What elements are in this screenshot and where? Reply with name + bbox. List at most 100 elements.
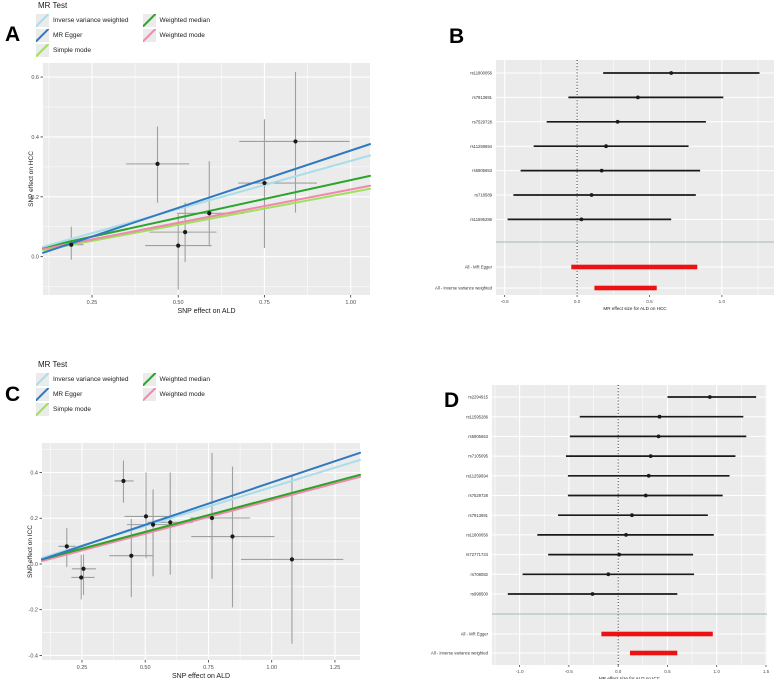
- x-tick-label: 1.0: [719, 299, 726, 304]
- estimate-point: [648, 454, 653, 458]
- scatter-point: [129, 553, 134, 558]
- estimate-point: [606, 572, 611, 577]
- weighted-mode-line-swatch-icon: [142, 388, 156, 401]
- y-tick-label: 0.0: [31, 255, 39, 261]
- estimate-point: [589, 193, 594, 197]
- summary-label: All - Inverse variance weighted: [431, 651, 489, 656]
- legend-title: MR Test: [38, 1, 68, 10]
- snp-label: rs11800056: [466, 533, 488, 538]
- forest-plot-ald-hcc: rs11800056 rs7913691 rs7529728 rs11259694 rs…: [435, 60, 774, 311]
- x-tick-label: 0.25: [77, 665, 88, 671]
- scatter-point: [168, 520, 173, 525]
- simple-mode-line-swatch-icon: [36, 44, 49, 57]
- regression-line-weighted_median: [41, 473, 361, 561]
- y-tick-label: 0.6: [31, 75, 39, 81]
- x-tick-label: 0.0: [615, 669, 622, 674]
- scatter-plot-ald-hcc: 0.25 0.50 0.75 1.00 0.0 0.2 0.4 0.6 SNP effect o…: [28, 63, 371, 315]
- x-tick-label: -1.0: [516, 669, 524, 674]
- weighted-median-line-swatch-icon: [142, 373, 156, 386]
- snp-label: rs7529728: [472, 119, 492, 124]
- summary-bar: [594, 285, 657, 291]
- plot-background: [496, 60, 774, 295]
- summary-bar: [571, 264, 698, 270]
- legend-grid: Inverse variance weighted MR Egger Simpl…: [36, 372, 210, 417]
- x-axis-label: SNP effect on ALD: [177, 308, 235, 315]
- y-tick-label: 0.0: [30, 562, 38, 568]
- estimate-point: [624, 533, 628, 537]
- x-tick-label: 1.25: [330, 665, 341, 671]
- snp-label: rs718589: [475, 193, 493, 198]
- scatter-point: [230, 534, 235, 539]
- scatter-point: [79, 575, 84, 580]
- panel-letter-c: C: [5, 383, 21, 406]
- summary-label: All - Inverse variance weighted: [435, 286, 493, 291]
- plot-background: [42, 443, 360, 660]
- estimate-point: [615, 119, 620, 124]
- legend-item-weighted-median: Weighted median: [142, 372, 210, 387]
- estimate-point: [646, 473, 651, 478]
- scatter-point: [69, 242, 74, 247]
- y-tick-label: -0.4: [29, 653, 38, 659]
- x-tick-label: 0.5: [646, 299, 653, 304]
- snp-label: rs11259694: [466, 473, 488, 478]
- regression-line-inverse_variance_weighted: [42, 154, 371, 248]
- y-tick-label: 0.4: [30, 470, 38, 476]
- panel-letter-a: A: [5, 23, 21, 46]
- legend-panel-a: MR Test Inverse variance weighted MR Egg…: [36, 1, 210, 58]
- ivw-line-swatch-icon: [36, 14, 49, 27]
- x-tick-label: -0.5: [565, 669, 573, 674]
- estimate-point: [617, 552, 622, 557]
- y-tick-label: -0.2: [29, 608, 38, 614]
- legend-item-weighted-median: Weighted median: [142, 13, 210, 28]
- snp-label: rs708082: [471, 572, 489, 577]
- estimate-point: [604, 144, 608, 149]
- snp-label: rs5905653: [472, 168, 492, 173]
- y-axis-label: SNP effect on HCC: [28, 151, 35, 207]
- legend-item-simple-mode: Simple mode: [36, 43, 129, 58]
- regression-line-mr_egger: [41, 451, 361, 561]
- x-tick-label: 1.5: [763, 669, 770, 674]
- legend-item-mr-egger: MR Egger: [36, 387, 129, 402]
- snp-label: rs7105095: [468, 454, 488, 459]
- regression-line-weighted_mode: [42, 184, 371, 250]
- scatter-point: [121, 478, 126, 484]
- x-tick-label: -0.5: [501, 299, 509, 304]
- regression-line-simple_mode: [42, 187, 371, 252]
- scatter-point: [143, 514, 149, 519]
- estimate-point: [707, 395, 712, 399]
- x-tick-label: 0.0: [574, 299, 581, 304]
- legend-grid: Inverse variance weighted MR Egger Simpl…: [36, 13, 210, 58]
- snp-label: rs11595286: [470, 217, 492, 222]
- mr-egger-line-swatch-icon: [36, 29, 49, 42]
- x-tick-label: 0.75: [203, 665, 214, 671]
- x-tick-label: 1.0: [714, 669, 721, 674]
- x-tick-label: 0.50: [173, 300, 184, 306]
- snp-label: rs11800056: [470, 71, 492, 76]
- estimate-point: [590, 592, 595, 596]
- x-axis-label: MR effect size for ALD on HCC: [603, 306, 667, 311]
- y-axis-label: SNP effect on ICC: [27, 525, 34, 578]
- legend-item-mr-egger: MR Egger: [36, 28, 129, 43]
- scatter-point: [262, 180, 267, 186]
- panel-letter-b: B: [449, 25, 465, 48]
- scatter-point: [209, 515, 215, 521]
- x-axis-label: SNP effect on ALD: [172, 673, 230, 679]
- weighted-median-line-swatch-icon: [142, 14, 156, 27]
- legend-panel-c: MR Test Inverse variance weighted MR Egg…: [36, 360, 210, 417]
- estimate-point: [657, 414, 662, 419]
- snp-label: rs5905653: [468, 434, 488, 439]
- summary-bar: [601, 631, 713, 637]
- snp-label: rs11259694: [470, 144, 492, 149]
- scatter-point: [155, 161, 160, 166]
- legend-item-ivw: Inverse variance weighted: [36, 13, 129, 28]
- x-tick-label: 0.5: [664, 669, 671, 674]
- scatter-point: [64, 544, 69, 549]
- snp-label: rs72771724: [466, 552, 489, 557]
- snp-label: rs7913691: [468, 513, 488, 518]
- legend-item-weighted-mode: Weighted mode: [142, 28, 210, 43]
- x-tick-label: 0.75: [259, 300, 270, 306]
- estimate-point: [630, 513, 634, 518]
- scatter-plot-ald-icc: 0.25 0.50 0.75 1.00 1.25 -0.4 -0.2 0.0 0.2 0.4 SNP…: [27, 443, 361, 679]
- regression-line-mr_egger: [42, 143, 371, 254]
